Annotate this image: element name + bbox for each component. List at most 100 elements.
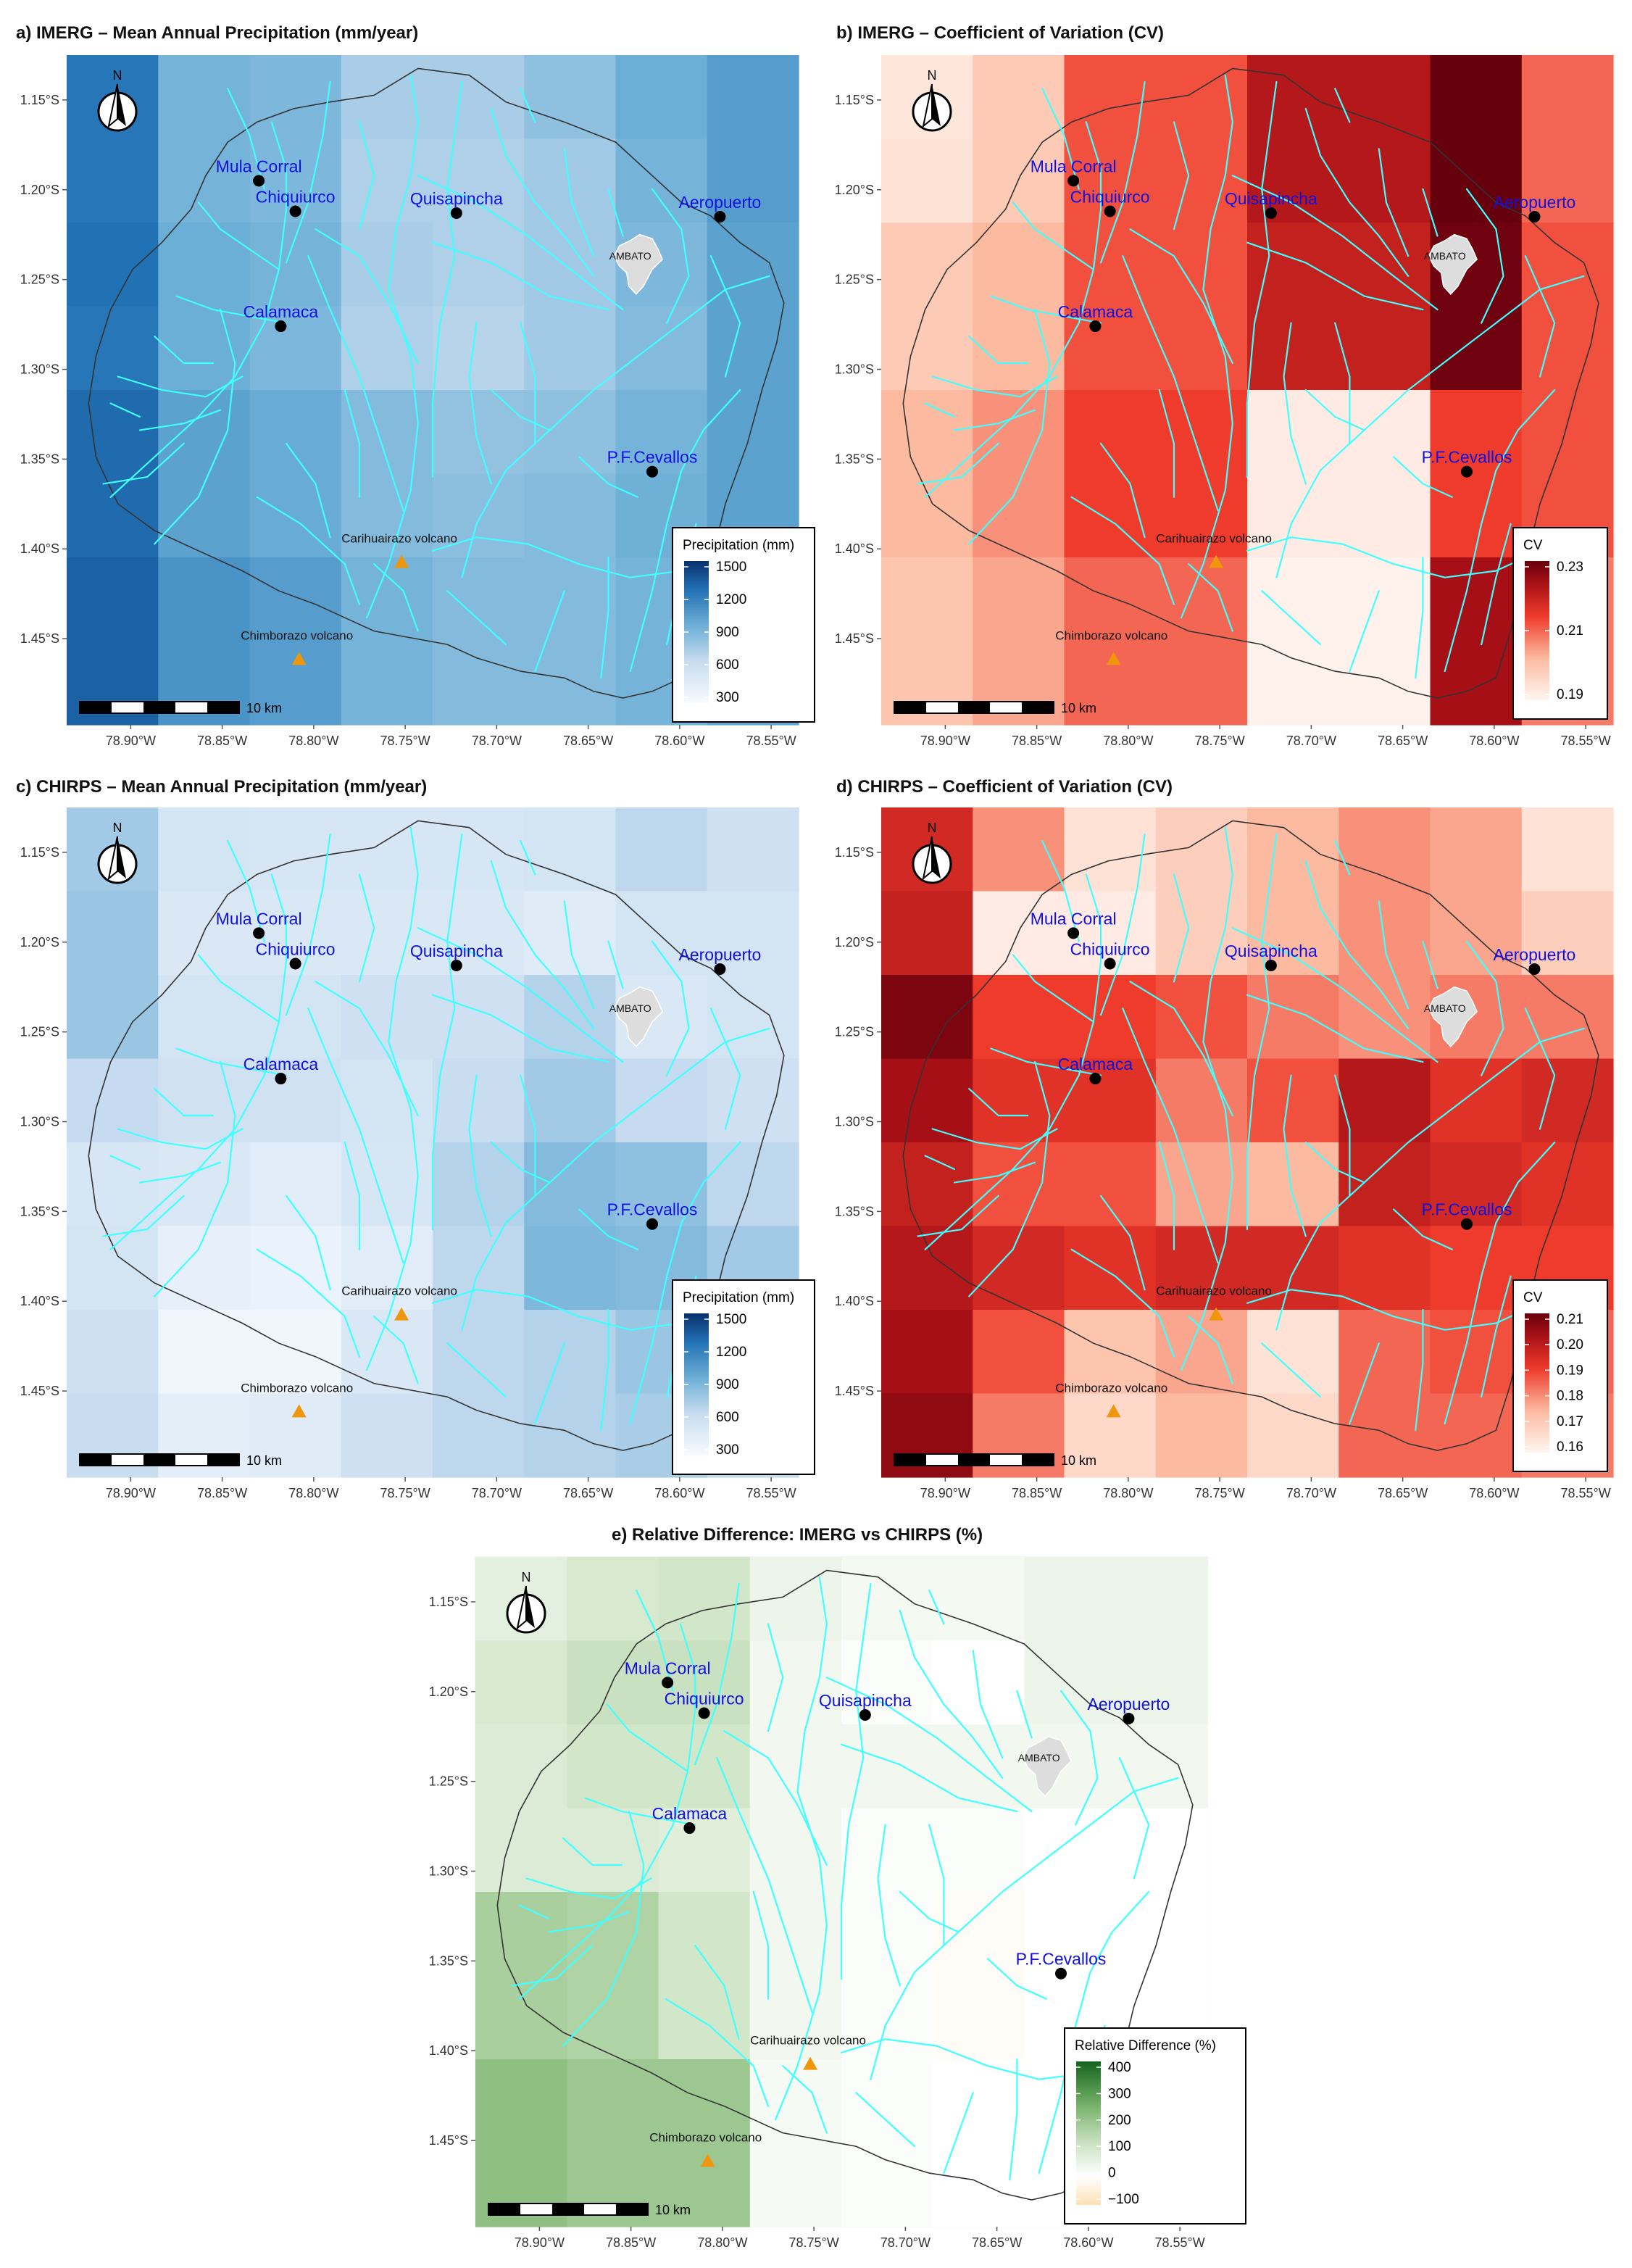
city-label-ambato: AMBATO <box>1018 1752 1060 1764</box>
scale-bar-segment <box>488 2203 520 2215</box>
raster-cell <box>1024 1640 1117 1725</box>
raster-cell <box>158 473 251 558</box>
river <box>1231 927 1439 1063</box>
river <box>547 1911 630 1933</box>
lat-tick-label: 1.35°S <box>20 452 59 466</box>
raster-cell <box>1115 1640 1208 1725</box>
river <box>1173 121 1190 230</box>
river <box>607 940 624 989</box>
river <box>1246 833 1278 1231</box>
station-label: Quisapincha <box>819 1691 912 1710</box>
river <box>694 1582 740 1766</box>
station-label: P.F.Cevallos <box>1016 1950 1107 1969</box>
river <box>1392 1208 1453 1250</box>
legend-tick-label: 100 <box>1108 2139 1131 2154</box>
north-label: N <box>928 68 937 83</box>
station-marker <box>1067 175 1080 187</box>
raster-cell <box>475 1724 567 1809</box>
river <box>1246 241 1424 311</box>
raster-cell <box>1064 807 1157 892</box>
raster-cell <box>249 390 342 475</box>
lon-tick-label: 78.90°W <box>106 1486 156 1500</box>
raster-cell <box>1247 55 1339 140</box>
raster-cell <box>707 1058 799 1143</box>
river <box>1070 496 1175 605</box>
river <box>490 860 595 1030</box>
river <box>1415 1308 1424 1432</box>
station-label: Quisapincha <box>410 189 503 208</box>
raster-cell <box>1521 390 1614 475</box>
raster-cell <box>707 1142 799 1227</box>
lon-tick-label: 78.55°W <box>1561 1486 1611 1500</box>
river <box>931 375 1058 398</box>
raster-cell <box>658 1892 751 1977</box>
river <box>665 1998 770 2107</box>
volcano-label: Carihuairazo volcano <box>1156 1284 1272 1298</box>
legend-tick-label: 1500 <box>716 560 746 575</box>
river <box>373 563 419 632</box>
raster-cell <box>475 1640 567 1725</box>
lon-tick-label: 78.60°W <box>1469 734 1519 748</box>
river <box>1524 255 1556 378</box>
station-label: Chiquiurco <box>1070 940 1150 959</box>
volcano-icon <box>291 652 307 665</box>
raster-cell <box>67 138 159 223</box>
river <box>636 1590 674 1692</box>
station-label: Mula Corral <box>1031 909 1117 928</box>
legend-title: Precipitation (mm) <box>683 1290 794 1305</box>
volcano-label: Chimborazo volcano <box>241 628 353 642</box>
volcano-label: Carihuairazo volcano <box>341 532 457 546</box>
river <box>1059 1690 1099 1826</box>
city-area-ambato <box>613 986 663 1048</box>
raster-grid-d <box>881 807 1614 1478</box>
raster-cell <box>433 473 525 558</box>
raster-cell <box>524 138 617 223</box>
raster-cell <box>1064 641 1157 726</box>
river <box>924 1155 956 1171</box>
panel-b-title: b) IMERG – Coefficient of Variation (CV) <box>836 23 1165 43</box>
raster-cell <box>1430 557 1523 642</box>
raster-cell <box>1064 557 1157 642</box>
river <box>1016 1690 1033 1739</box>
scale-bar-segment <box>1022 1454 1054 1466</box>
raster-cell <box>933 2059 1025 2144</box>
raster-cell <box>1247 557 1339 642</box>
river <box>1349 1342 1380 1425</box>
river <box>1246 536 1541 578</box>
legend-d: CV 0.21 0.20 0.19 0.18 0.17 0.16 <box>1512 1279 1608 1472</box>
river <box>782 2065 828 2134</box>
scale-bar-label: 10 km <box>655 2203 691 2217</box>
volcano-icon <box>1106 652 1121 665</box>
raster-cell <box>433 557 525 642</box>
river-network <box>917 74 1585 679</box>
raster-cell <box>1064 473 1157 558</box>
raster-cell <box>1430 641 1523 726</box>
river <box>534 1342 565 1425</box>
raster-cell <box>341 473 433 558</box>
raster-cell <box>841 2143 933 2227</box>
river <box>1334 322 1351 445</box>
lat-tick-label: 1.35°S <box>429 1953 468 1968</box>
raster-cell <box>1247 138 1339 223</box>
raster-cell <box>1339 1142 1431 1227</box>
raster-cell <box>881 390 973 475</box>
raster-cell <box>433 891 525 976</box>
raster-cell <box>615 306 708 391</box>
north-label: N <box>113 68 122 83</box>
raster-cell <box>933 1975 1025 2060</box>
raster-cell <box>749 1975 842 2060</box>
river <box>154 1060 236 1297</box>
raster-cell <box>1155 975 1248 1060</box>
raster-cell <box>933 1808 1025 1893</box>
river <box>563 148 595 257</box>
river-network <box>511 1576 1179 2181</box>
volcano-label: Chimborazo volcano <box>1055 628 1167 642</box>
lat-tick-label: 1.45°S <box>835 1384 874 1398</box>
raster-cell <box>841 1975 933 2060</box>
raster-cell <box>1430 55 1523 140</box>
raster-cell <box>749 1640 842 1725</box>
lon-tick-label: 78.60°W <box>654 734 704 748</box>
station-label: Chiquiurco <box>256 940 336 959</box>
raster-cell <box>658 1975 751 2060</box>
station-label: Mula Corral <box>625 1658 711 1677</box>
